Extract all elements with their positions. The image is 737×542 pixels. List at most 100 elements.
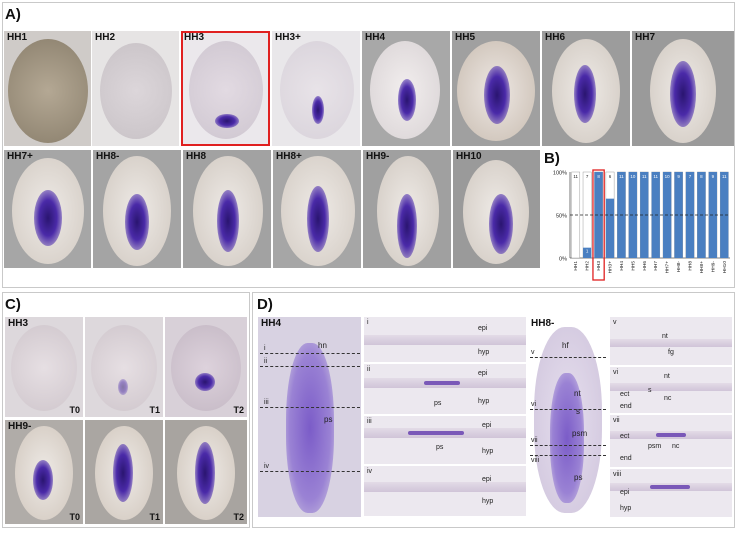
y-tick-label: 100% [553, 171, 567, 177]
embryo-tile-hh7: HH7 [632, 31, 734, 146]
stage-label: HH8- [96, 151, 120, 162]
bar-count-label: 11 [619, 174, 624, 179]
label-ps: ps [436, 444, 444, 451]
x-tick-label: HH10 [722, 261, 728, 274]
section-line-v [530, 357, 606, 358]
expression-domain [113, 444, 133, 502]
timelapse-hh9-t1: T1 [85, 420, 163, 524]
x-tick-label: HH7 [653, 261, 659, 271]
roman: iii [367, 418, 372, 425]
roman: viii [613, 471, 622, 478]
stage-label: HH10 [456, 151, 482, 162]
bar [605, 198, 615, 258]
label-epi: epi [478, 325, 488, 332]
stage-label: HH6 [545, 32, 566, 43]
section-line-vii [530, 445, 606, 446]
label-ps: ps [324, 415, 333, 424]
label-epi: epi [620, 489, 630, 496]
embryo-tile-hh2: HH2 [92, 31, 179, 146]
level-vii: vii [531, 437, 538, 444]
bar-count-label: 10 [630, 174, 636, 179]
wholemount-hh4: HH4 hn ps i ii iii iv [258, 317, 361, 517]
bar [594, 172, 603, 258]
label-s: s [648, 387, 652, 394]
stage-label: HH8- [531, 318, 555, 329]
roman: vii [613, 417, 620, 424]
expression-domain [33, 460, 53, 500]
level-v: v [531, 349, 535, 356]
level-vi: vi [531, 401, 537, 408]
bar-count-label: 11 [573, 174, 578, 179]
section-iii: iii epi ps hyp [364, 416, 526, 464]
label-hyp: hyp [620, 505, 632, 512]
y-tick-label: 0% [559, 257, 567, 263]
level-viii: viii [531, 457, 540, 464]
expression-domain [312, 96, 324, 124]
expression-domain [670, 61, 696, 127]
x-tick-label: HH5 [630, 261, 636, 271]
section-iv: iv epi hyp [364, 466, 526, 516]
expression-domain [489, 194, 513, 254]
bar-count-label: 11 [722, 174, 727, 179]
label-ect: ect [620, 391, 630, 398]
highlight-box-hh3 [181, 31, 270, 146]
embryo-tile-hh4: HH4 [362, 31, 450, 146]
time-label: T1 [149, 512, 160, 522]
section-ii: ii epi ps hyp [364, 364, 526, 414]
timelapse-hh9-t0: HH9- T0 [5, 420, 83, 524]
bar-count-label: 7 [689, 174, 692, 179]
roman: ii [367, 366, 371, 373]
stage-label: HH3+ [275, 32, 301, 43]
time-label: T2 [233, 405, 244, 415]
level-ii: ii [264, 358, 268, 365]
wholemount-hh8minus: HH8- hf nt s psm ps v vi vii viii [528, 317, 608, 517]
embryo-tile-hh6: HH6 [542, 31, 630, 146]
label-hyp: hyp [482, 448, 494, 455]
stage-label: HH4 [365, 32, 386, 43]
label-fg: fg [668, 349, 674, 356]
x-tick-label: HH6 [642, 261, 648, 271]
expression-domain [217, 190, 239, 252]
timelapse-hh3-t2: T2 [165, 317, 247, 417]
expression-domain [195, 373, 215, 391]
stage-label: HH2 [95, 32, 116, 43]
bar-count-label: 11 [642, 174, 647, 179]
embryo-tile-hh7plus: HH7+ [4, 150, 91, 268]
x-tick-label: HH8 [688, 261, 694, 271]
embryo-image [11, 325, 77, 411]
section-line-i [260, 353, 360, 354]
bar [640, 172, 649, 258]
label-nc: nc [664, 395, 672, 402]
x-tick-label: HH3 [596, 261, 602, 271]
expression-domain [118, 379, 128, 395]
embryo-tile-hh1: HH1 [4, 31, 91, 146]
y-tick-label: 50% [556, 214, 567, 220]
timelapse-hh3-t0: HH3 T0 [5, 317, 83, 417]
label-s: s [576, 407, 580, 416]
stage-label: HH4 [261, 318, 282, 329]
embryo-tile-hh5: HH5 [452, 31, 540, 146]
label-nc: nc [672, 443, 680, 450]
label-nt: nt [664, 373, 670, 380]
bar [720, 172, 729, 258]
level-i: i [264, 345, 266, 352]
label-psm: psm [648, 443, 662, 450]
section-line-vi [530, 409, 606, 410]
label-end: end [620, 455, 632, 462]
stage-label: HH8+ [276, 151, 302, 162]
psm-stain [656, 433, 686, 437]
panel-a-label: A) [5, 6, 21, 23]
label-hyp: hyp [482, 498, 494, 505]
embryo-image [8, 39, 88, 143]
roman: v [613, 319, 617, 326]
roman: i [367, 319, 369, 326]
label-hf: hf [562, 341, 569, 350]
stage-expression-bar-chart: 100% 50% 0% 11 HH1 7 1 HH2 8 HH3 6 HH3+ 11 HH4 10 HH5 11… [553, 169, 730, 281]
stage-label: HH1 [7, 32, 28, 43]
ps-stain [408, 431, 464, 435]
time-label: T2 [233, 512, 244, 522]
level-iii: iii [264, 399, 269, 406]
section-i: i epi hyp [364, 317, 526, 362]
expression-domain [398, 79, 416, 121]
embryo-image [100, 43, 172, 139]
